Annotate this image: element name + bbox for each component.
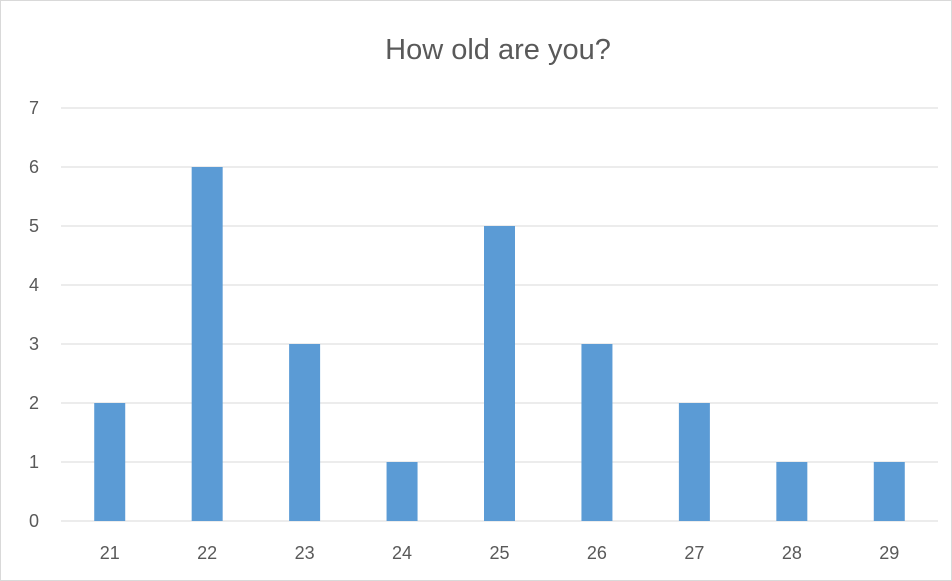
x-axis-ticks: 21 22 23 24 25 26 27 28 29 [100, 543, 900, 563]
chart-title: How old are you? [385, 34, 611, 66]
x-tick-label: 25 [489, 543, 509, 563]
x-tick-label: 21 [100, 543, 120, 563]
bar-28 [776, 462, 808, 521]
bar-24 [386, 462, 418, 521]
bar-21 [94, 403, 126, 521]
x-tick-label: 29 [879, 543, 899, 563]
y-tick-label: 7 [29, 98, 39, 118]
bar-22 [191, 167, 223, 521]
x-tick-label: 23 [295, 543, 315, 563]
y-tick-label: 4 [29, 275, 39, 295]
bar-26 [581, 344, 613, 521]
x-tick-label: 24 [392, 543, 412, 563]
y-tick-label: 0 [29, 511, 39, 531]
y-tick-label: 2 [29, 393, 39, 413]
y-tick-label: 1 [29, 452, 39, 472]
bars [94, 167, 905, 521]
y-tick-label: 6 [29, 157, 39, 177]
y-tick-label: 3 [29, 334, 39, 354]
y-tick-label: 5 [29, 216, 39, 236]
x-tick-label: 26 [587, 543, 607, 563]
bar-25 [484, 226, 515, 521]
x-tick-label: 27 [684, 543, 704, 563]
bar-29 [873, 462, 905, 521]
y-axis-ticks: 0 1 2 3 4 5 6 7 [29, 98, 39, 531]
bar-27 [678, 403, 710, 521]
bar-23 [289, 344, 321, 521]
x-tick-label: 28 [782, 543, 802, 563]
x-tick-label: 22 [197, 543, 217, 563]
